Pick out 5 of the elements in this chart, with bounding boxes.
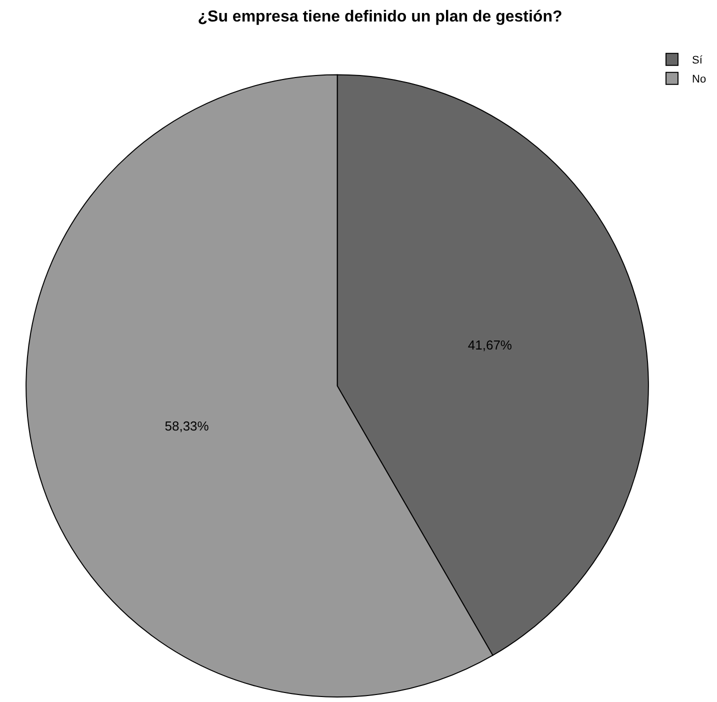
- data-label: 58,33%: [164, 418, 210, 434]
- data-label: 41,67%: [468, 337, 512, 352]
- legend-label: Sí: [692, 54, 704, 67]
- legend-label: No: [692, 74, 706, 86]
- chart-title: ¿Su empresa tiene definido un plan de gestión?: [198, 8, 562, 26]
